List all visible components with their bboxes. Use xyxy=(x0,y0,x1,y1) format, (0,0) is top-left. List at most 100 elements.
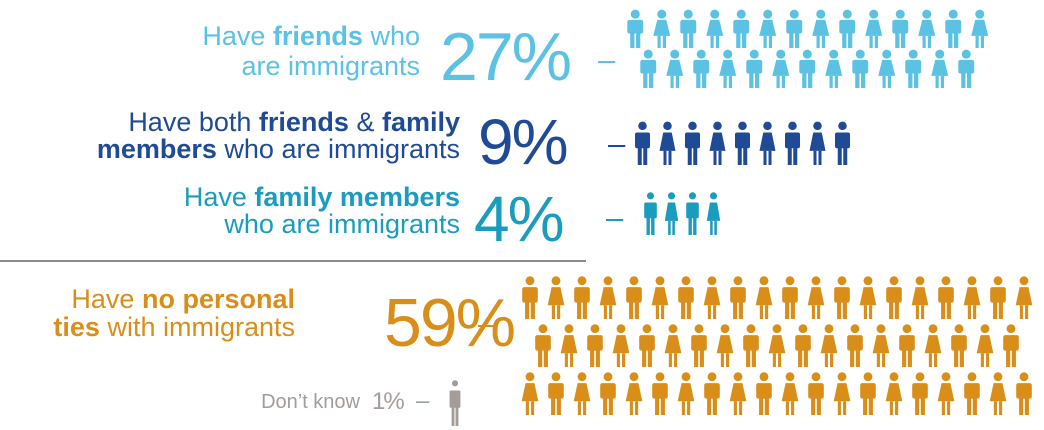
icon-leg xyxy=(649,72,654,88)
icon-body xyxy=(755,287,773,306)
icon-leg xyxy=(907,348,912,367)
icon-leg xyxy=(928,353,932,367)
category-label: ties with immigrants xyxy=(53,312,295,342)
icon-leg xyxy=(808,72,813,88)
icon-head xyxy=(842,9,852,19)
label-bold: friends xyxy=(259,107,349,137)
icon-leg xyxy=(861,72,866,88)
icon-leg xyxy=(726,353,730,367)
icon-group xyxy=(521,276,1033,415)
icon-body xyxy=(703,287,721,306)
label-bold: family members xyxy=(254,182,460,212)
icon-head xyxy=(763,9,773,19)
icon-leg xyxy=(813,150,817,165)
icon-head xyxy=(696,49,706,59)
icon-body xyxy=(1003,335,1019,351)
icon-leg xyxy=(776,75,780,88)
category-label: Have family members xyxy=(184,182,460,212)
icon-body xyxy=(653,19,671,36)
icon-leg xyxy=(707,305,711,319)
icon-body xyxy=(951,335,967,351)
icon-body xyxy=(807,287,825,306)
icon-head xyxy=(798,324,808,334)
icon-body xyxy=(924,335,942,354)
icon-head xyxy=(746,324,756,334)
icon-leg xyxy=(651,216,655,235)
icon-body xyxy=(809,132,826,151)
icon-body xyxy=(859,287,877,306)
icon-leg xyxy=(986,353,990,367)
icon-body xyxy=(535,335,551,351)
icon-leg xyxy=(608,396,613,415)
label-bold: no personal xyxy=(142,284,295,314)
icon-head xyxy=(855,49,865,59)
icon-body xyxy=(847,335,863,351)
icon-body xyxy=(686,202,699,219)
icon-body xyxy=(719,59,737,76)
icon-head xyxy=(720,324,730,334)
icon-leg xyxy=(720,353,724,367)
icon-leg xyxy=(637,146,642,165)
icon-leg xyxy=(681,401,685,415)
icon-body xyxy=(560,335,578,354)
icon-leg xyxy=(564,353,568,367)
icon-leg xyxy=(713,150,717,165)
icon-head xyxy=(688,121,697,131)
icon-head xyxy=(829,49,839,59)
icon-leg xyxy=(842,300,847,319)
percent-label: 4% xyxy=(474,183,563,255)
icon-body xyxy=(547,287,565,306)
icon-leg xyxy=(778,353,782,367)
connector: – xyxy=(608,126,626,161)
icon-leg xyxy=(687,146,692,165)
icon-body xyxy=(730,287,746,303)
icon-body xyxy=(743,335,759,351)
icon-leg xyxy=(635,401,639,415)
icon-leg xyxy=(921,305,925,319)
label-text: Have xyxy=(202,21,273,51)
icon-head xyxy=(837,276,847,286)
icon-head xyxy=(655,372,665,382)
icon-head xyxy=(451,380,459,387)
icon-leg xyxy=(785,401,789,415)
icon-head xyxy=(590,324,600,334)
icon-head xyxy=(980,324,990,334)
icon-head xyxy=(935,49,945,59)
icon-body xyxy=(782,287,798,303)
label-text: are immigrants xyxy=(241,51,420,81)
icon-leg xyxy=(681,300,686,319)
icon-leg xyxy=(686,300,691,319)
icon-leg xyxy=(895,401,899,415)
icon-body xyxy=(652,383,668,399)
label-bold: family xyxy=(382,107,460,137)
icon-leg xyxy=(551,305,555,319)
icon-head xyxy=(975,9,985,19)
icon-body xyxy=(600,383,616,399)
icon-body xyxy=(704,383,720,399)
icon-head xyxy=(993,276,1003,286)
icon-head xyxy=(941,276,951,286)
icon-head xyxy=(646,192,655,200)
icon-leg xyxy=(791,401,795,415)
icon-head xyxy=(663,121,672,131)
icon-body xyxy=(612,335,630,354)
label-text: who xyxy=(363,21,420,51)
connector: – xyxy=(606,200,624,235)
icon-body xyxy=(716,335,734,354)
icon-leg xyxy=(736,32,741,48)
icon-head xyxy=(889,276,899,286)
icon-head xyxy=(616,324,626,334)
icon-leg xyxy=(693,216,697,235)
icon-leg xyxy=(795,32,800,48)
icon-head xyxy=(655,276,665,286)
icon-leg xyxy=(755,72,760,88)
icon-leg xyxy=(829,75,833,88)
label-text: Have both xyxy=(128,107,259,137)
icon-head xyxy=(667,192,676,200)
icon-leg xyxy=(793,146,798,165)
icon-body xyxy=(786,19,803,34)
icon-leg xyxy=(882,75,886,88)
icon-leg xyxy=(603,305,607,319)
category-label: Have friends who xyxy=(202,21,420,51)
